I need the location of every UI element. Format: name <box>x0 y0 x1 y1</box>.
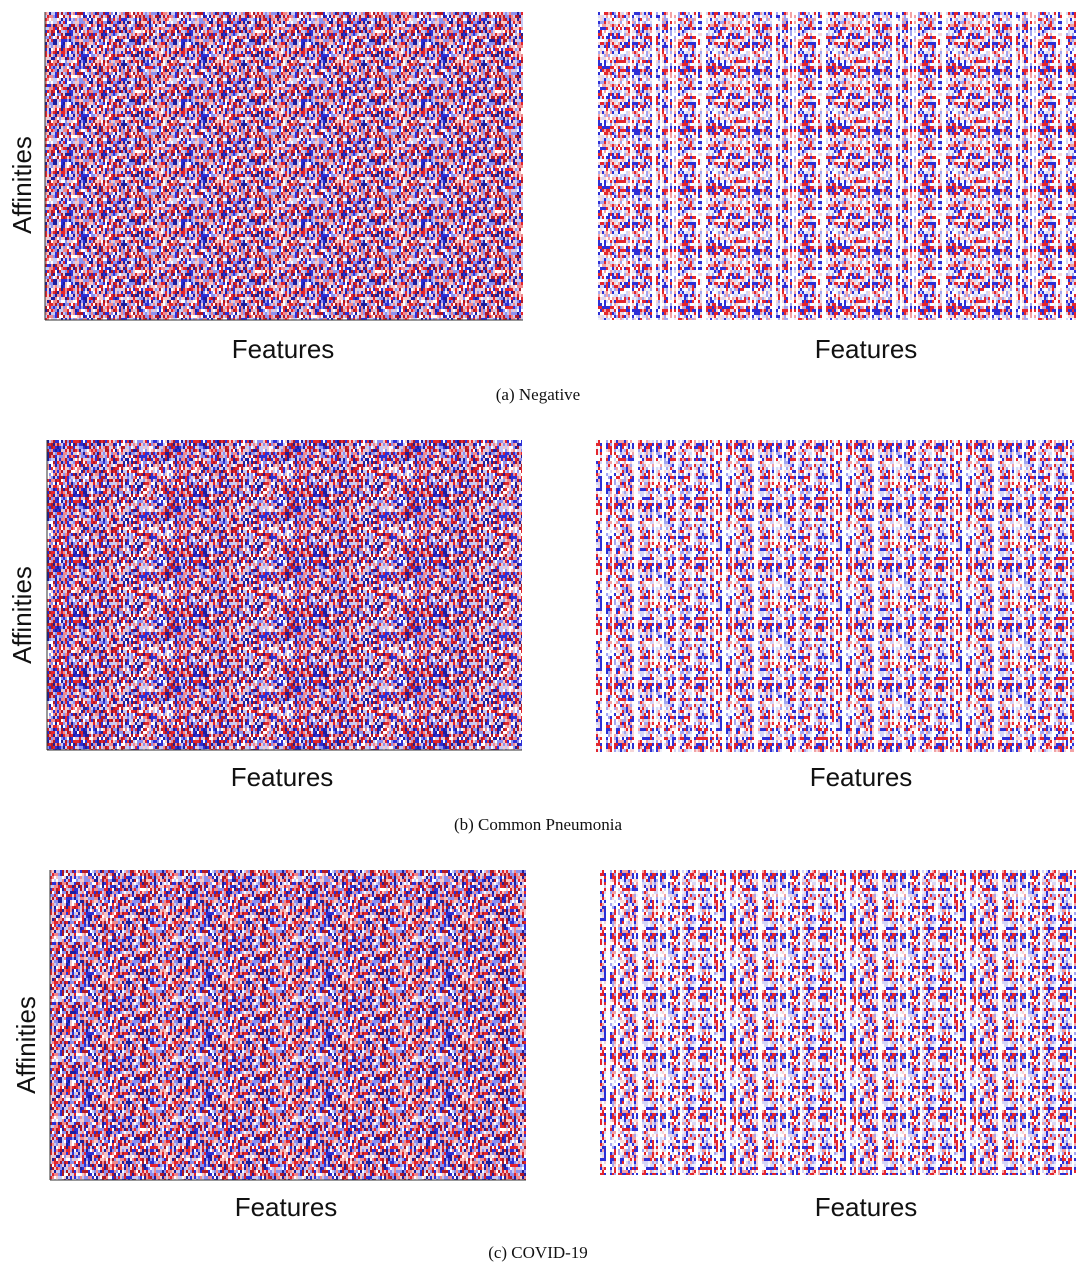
y-label: Affinities <box>11 996 41 1094</box>
heatmap <box>46 440 522 751</box>
x-label: Features <box>815 1192 918 1222</box>
y-label: Affinities <box>7 136 37 234</box>
caption: (a) Negative <box>496 385 580 404</box>
heatmap-area <box>600 870 1076 1175</box>
heatmap-area <box>50 870 526 1180</box>
heatmap-area <box>598 12 1076 320</box>
y-label: Affinities <box>7 566 37 664</box>
heatmap <box>49 870 526 1181</box>
caption: (b) Common Pneumonia <box>454 815 623 834</box>
x-label: Features <box>810 762 913 792</box>
x-label: Features <box>231 762 334 792</box>
x-label: Features <box>235 1192 338 1222</box>
heatmaps <box>44 12 1076 1181</box>
heatmap <box>596 440 1076 752</box>
heatmap-area <box>47 440 522 750</box>
heatmap-area <box>45 12 523 320</box>
heatmap <box>598 12 1076 320</box>
x-label: Features <box>815 334 918 364</box>
heatmap <box>44 12 523 321</box>
caption: (c) COVID-19 <box>488 1243 588 1262</box>
x-label: Features <box>232 334 335 364</box>
heatmap <box>600 870 1076 1175</box>
heatmap-area <box>596 440 1076 752</box>
